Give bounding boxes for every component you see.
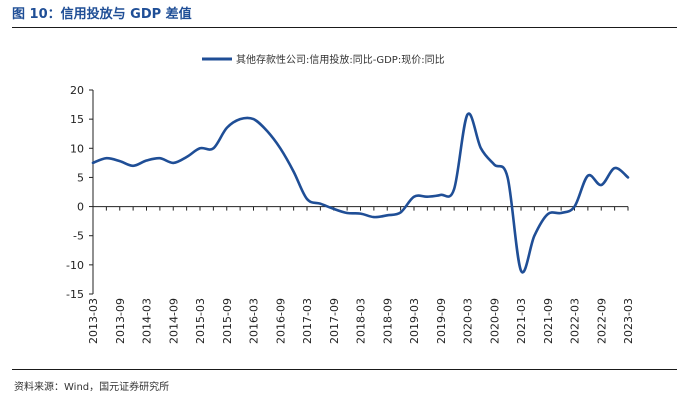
y-tick-label: -15 <box>66 288 84 301</box>
x-tick-label: 2022-03 <box>569 298 582 344</box>
y-tick-label: 10 <box>70 142 84 155</box>
x-tick-label: 2022-09 <box>595 298 608 344</box>
y-tick-label: -10 <box>66 259 84 272</box>
legend-label: 其他存款性公司:信用投放:同比-GDP:现价:同比 <box>236 53 445 66</box>
top-rule <box>12 27 677 28</box>
x-tick-label: 2020-09 <box>488 298 501 344</box>
chart-legend: 其他存款性公司:信用投放:同比-GDP:现价:同比 <box>202 53 445 66</box>
plot-area <box>91 112 630 274</box>
x-tick-label: 2013-03 <box>87 298 100 344</box>
x-tick-label: 2019-03 <box>408 298 421 344</box>
x-tick-label: 2016-09 <box>274 298 287 344</box>
y-tick-label: 0 <box>77 201 84 214</box>
x-tick-label: 2015-03 <box>194 298 207 344</box>
y-tick-label: 20 <box>70 84 84 97</box>
x-tick-label: 2019-09 <box>435 298 448 344</box>
y-tick-label: 5 <box>77 171 84 184</box>
x-tick-label: 2018-09 <box>381 298 394 344</box>
x-tick-label: 2013-09 <box>114 298 127 344</box>
x-tick-label: 2014-09 <box>167 298 180 344</box>
x-axis: 2013-03 2013-09 2014-03 2014-09 2015-03 2015-… <box>87 206 635 344</box>
x-tick-label: 2017-03 <box>301 298 314 344</box>
series-line <box>91 112 630 274</box>
source-note: 资料来源：Wind，国元证券研究所 <box>14 382 170 393</box>
y-axis: 20 15 10 5 0 -5 -10 -15 <box>66 84 94 301</box>
x-tick-label: 2023-03 <box>622 298 635 344</box>
figure-title: 图 10：信用投放与 GDP 差值 <box>12 7 192 22</box>
x-tick-label: 2020-03 <box>462 298 475 344</box>
x-tick-label: 2014-03 <box>141 298 154 344</box>
x-tick-label: 2021-03 <box>515 298 528 344</box>
y-tick-label: 15 <box>70 113 84 126</box>
y-tick-label: -5 <box>73 230 84 243</box>
x-tick-label: 2015-09 <box>221 298 234 344</box>
bottom-rule <box>12 369 677 370</box>
x-tick-label: 2018-03 <box>355 298 368 344</box>
x-tick-label: 2017-09 <box>328 298 341 344</box>
x-tick-label: 2016-03 <box>248 298 261 344</box>
x-tick-label: 2021-09 <box>542 298 555 344</box>
